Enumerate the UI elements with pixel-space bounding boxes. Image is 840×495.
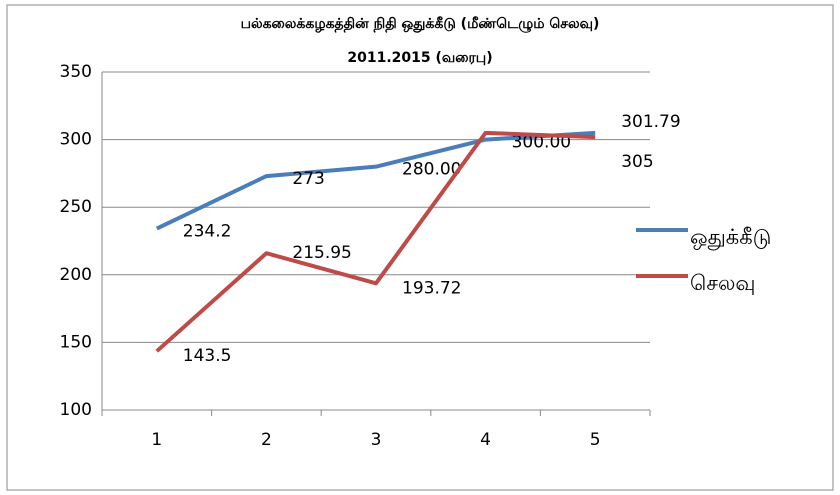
- x-tick-label: 4: [480, 430, 491, 450]
- x-tick-label: 5: [590, 430, 601, 450]
- chart-subtitle: 2011.2015 (வரைபு): [347, 50, 492, 66]
- data-label: 193.72: [402, 278, 461, 298]
- x-tick-label: 3: [371, 430, 382, 450]
- data-label: 215.95: [292, 243, 351, 263]
- y-tick-label: 200: [60, 265, 92, 285]
- data-label: 143.5: [183, 346, 232, 366]
- data-label: 280.00: [402, 160, 461, 180]
- legend-label: செலவு: [690, 271, 756, 295]
- series-line: [155, 130, 596, 231]
- y-tick-label: 300: [60, 130, 92, 150]
- y-tick-label: 250: [60, 197, 92, 217]
- y-tick-label: 150: [60, 332, 92, 352]
- data-label: 301.79: [621, 112, 680, 132]
- y-tick-label: 100: [60, 400, 92, 420]
- data-label: 305: [621, 152, 653, 172]
- data-label: 273: [292, 169, 324, 189]
- chart-border: [6, 4, 834, 491]
- chart-title: பல்கலைக்கழகத்தின் நிதி ஒதுக்கீடு (மீண்டெ…: [241, 16, 600, 33]
- series-line: [155, 130, 596, 353]
- y-tick-label: 350: [60, 62, 92, 82]
- x-tick-label: 1: [151, 430, 162, 450]
- x-tick-label: 2: [261, 430, 272, 450]
- data-label: 234.2: [183, 222, 232, 242]
- legend-label: ஒதுக்கீடு: [690, 225, 771, 250]
